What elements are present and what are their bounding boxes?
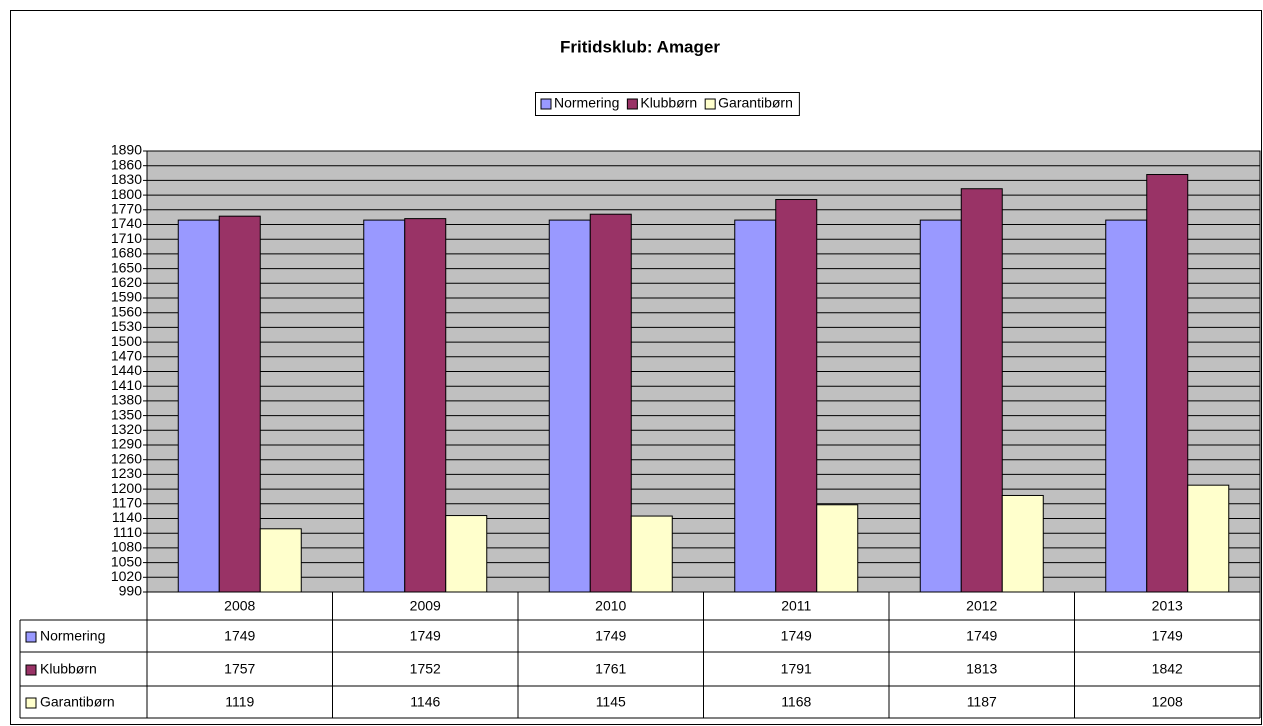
table-value: 1749 [781,628,812,644]
y-tick-label: 1080 [111,539,142,555]
bar [445,515,488,593]
legend-swatch [704,98,716,110]
bar [363,219,406,593]
bar [960,188,1003,593]
y-tick-label: 1800 [111,186,142,202]
bar [1187,484,1230,593]
x-tick-label: 2008 [224,598,255,614]
y-tick-label: 1470 [111,348,142,364]
table-value: 1208 [1152,694,1183,710]
bar [589,213,632,593]
y-tick-label: 1410 [111,377,142,393]
legend-swatch [25,664,37,676]
y-tick-label: 1350 [111,406,142,422]
table-value: 1813 [966,661,997,677]
table-value: 1749 [224,628,255,644]
y-tick-label: 1140 [112,509,142,525]
bar [1146,174,1189,593]
y-tick-label: 1050 [111,553,142,569]
y-tick-label: 1500 [111,333,142,349]
table-value: 1752 [410,661,441,677]
y-tick-label: 1530 [111,318,142,334]
table-value: 1749 [410,628,441,644]
y-tick-label: 1200 [111,480,142,496]
bar [218,215,261,593]
y-tick-label: 1740 [111,215,142,231]
y-tick-label: 1770 [111,201,142,217]
legend-label: Garantibørn [718,95,793,111]
bar [734,219,777,593]
legend-box [535,92,800,116]
y-tick-label: 1290 [111,436,142,452]
y-tick-label: 1650 [111,259,142,275]
x-tick-label: 2011 [781,598,811,614]
x-tick-label: 2009 [410,598,441,614]
table-value: 1145 [596,694,626,710]
table-value: 1761 [595,661,626,677]
x-tick-label: 2013 [1152,598,1183,614]
y-tick-label: 1890 [111,142,142,158]
table-value: 1119 [225,694,254,710]
y-tick-label: 1170 [112,495,142,511]
table-value: 1146 [410,694,440,710]
y-tick-label: 1860 [111,156,142,172]
x-tick-label: 2012 [966,598,997,614]
table-value: 1749 [595,628,626,644]
y-tick-label: 1560 [111,303,142,319]
bar [1001,494,1044,593]
y-tick-label: 1680 [111,245,142,261]
legend-swatch [626,98,638,110]
bar [630,515,673,593]
y-tick-label: 1020 [111,568,142,584]
bar [259,528,302,593]
bar [816,504,859,593]
table-row-label: Klubbørn [40,661,97,677]
bar [919,219,962,593]
bar [177,219,220,593]
y-tick-label: 1110 [113,524,142,540]
legend-swatch [25,631,37,643]
y-tick-label: 990 [119,583,143,599]
y-tick-label: 1230 [111,465,142,481]
bar [1105,219,1148,593]
y-tick-label: 1440 [111,362,142,378]
y-tick-label: 1320 [111,421,142,437]
table-value: 1187 [967,694,997,710]
y-tick-label: 1620 [111,274,142,290]
table-value: 1842 [1152,661,1183,677]
table-row-label: Normering [40,628,105,644]
y-tick-label: 1830 [111,171,142,187]
table-value: 1749 [966,628,997,644]
legend-swatch [540,98,552,110]
y-tick-label: 1590 [111,289,142,305]
table-value: 1168 [781,694,811,710]
y-tick-label: 1710 [111,230,142,246]
y-tick-label: 1260 [111,450,142,466]
table-value: 1749 [1152,628,1183,644]
table-value: 1757 [224,661,255,677]
legend-label: Normering [554,95,619,111]
y-tick-label: 1380 [111,392,142,408]
legend-swatch [25,697,37,709]
bar [404,218,447,593]
chart-title: Fritidsklub: Amager [560,37,720,56]
table-row-label: Garantibørn [40,694,115,710]
bar [775,199,818,593]
x-tick-label: 2010 [595,598,626,614]
table-value: 1791 [781,661,812,677]
bar [548,219,591,593]
legend-label: Klubbørn [640,95,697,111]
